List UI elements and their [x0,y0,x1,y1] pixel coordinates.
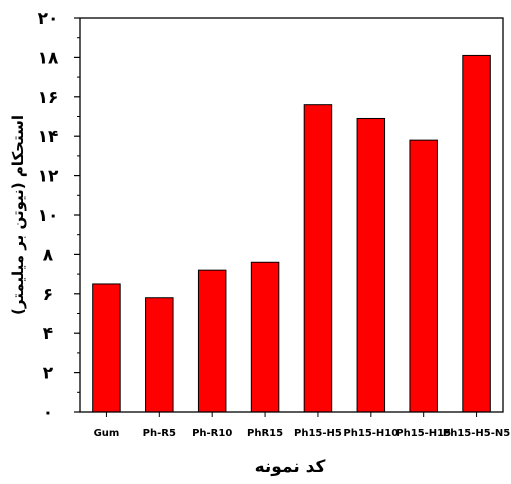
bar-ph15-h5-n5 [462,54,491,413]
y-axis-label: استحکام (نیوتن بر میلیمتر) [9,115,27,315]
x-axis-label: کد نمونه [255,457,326,477]
x-tick-label: Ph15-H5 [294,428,342,439]
y-tick-label: ۴ [43,324,53,344]
x-tick-label: Ph15-H10 [343,428,398,439]
x-tick-label: Ph15-H15 [396,428,451,439]
y-tick-label: ١٢ [38,167,59,187]
bar-gum [92,283,121,413]
x-tick-label: Ph-R5 [143,428,176,439]
bar-ph15-h15 [409,139,438,413]
bar-phr15 [250,261,280,413]
bar-ph15-h5 [303,104,333,413]
y-tick-label: ۶ [43,285,53,305]
x-tick-label: Ph15-H5-N5 [443,428,510,439]
y-tick-label: ١٨ [38,48,59,68]
x-axis-ticks: Gum Ph-R5 Ph-R10 PhR15 Ph15-H5 Ph15-H10Ph15-H… [94,412,510,439]
x-tick-label: Gum [94,428,120,439]
y-tick-label: ١۶ [38,88,59,108]
plot-frame [79,17,504,413]
bar-ph15-h10 [356,117,386,413]
bar-ph-r10 [197,269,227,413]
y-tick-label: ٢٠ [38,9,59,29]
y-tick-label: ٨ [43,245,54,265]
bars-group [92,54,491,413]
x-tick-label: Ph-R10 [192,428,232,439]
y-tick-label: ٠ [43,403,53,423]
x-tick-label: PhR15 [247,428,283,439]
y-tick-label: ١۴ [38,127,59,147]
y-axis-ticks: ٠ ٢ ۴ ۶ ٨ ١٠ ١٢ ١۴ ١۶ ١٨ ٢٠ [38,9,80,423]
bar-ph-r5 [145,297,174,413]
y-tick-label: ٢ [43,364,54,384]
y-tick-label: ١٠ [38,206,59,226]
